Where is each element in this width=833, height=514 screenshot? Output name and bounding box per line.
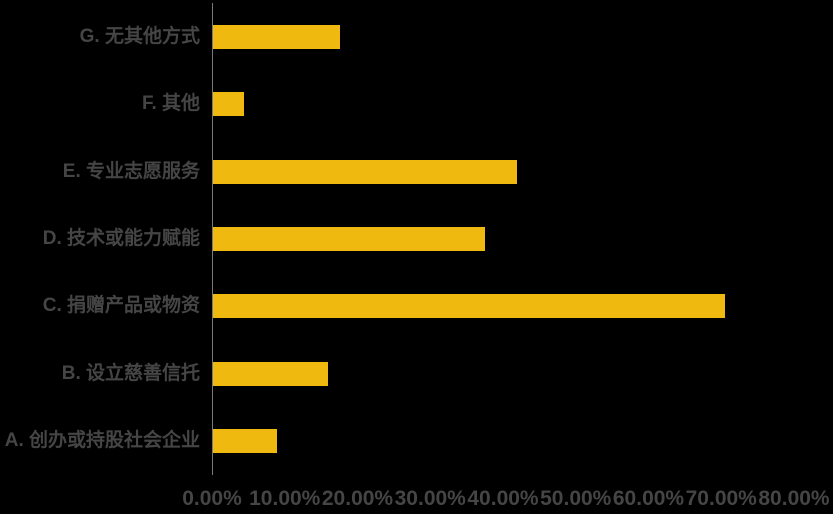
x-axis-tick-label: 70.00% [685,487,757,510]
x-axis-tick-label: 0.00% [182,487,242,510]
bar [213,159,518,184]
x-axis-tick-label: 10.00% [249,487,321,510]
category-label: A. 创办或持股社会企业 [4,430,200,452]
bar [213,294,726,319]
bar [213,429,278,454]
category-label: C. 捐赠产品或物资 [42,295,200,317]
category-label: E. 专业志愿服务 [62,160,200,182]
bar [213,361,328,386]
bar [213,24,340,49]
x-axis-tick-label: 40.00% [467,487,539,510]
x-axis-tick-label: 20.00% [321,487,394,510]
category-label: G. 无其他方式 [79,25,200,47]
y-axis-line [212,3,213,475]
x-axis-tick-label: 60.00% [612,487,685,510]
category-label: F. 其他 [141,93,200,115]
x-axis-tick-label: 50.00% [540,487,612,510]
bar [213,227,486,251]
bar [213,92,245,117]
x-axis-tick-label: 30.00% [394,487,466,510]
category-label: D. 技术或能力赋能 [42,228,200,249]
category-label: B. 设立慈善信托 [61,362,200,384]
x-axis-tick-label: 80.00% [758,487,830,510]
